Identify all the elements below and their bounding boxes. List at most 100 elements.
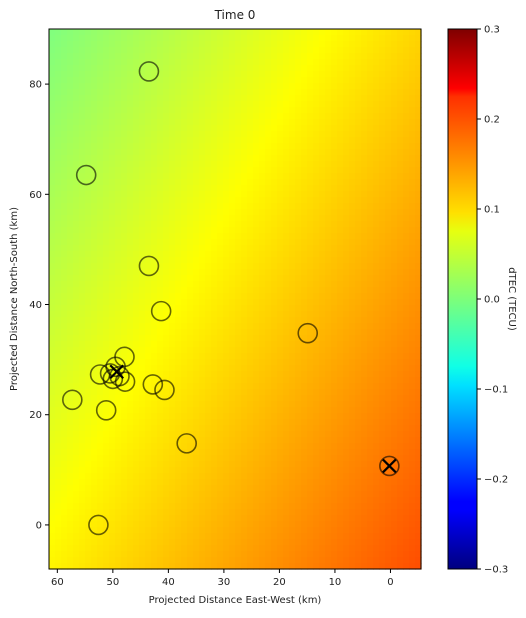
heat-cell (373, 497, 380, 504)
heat-cell (133, 35, 140, 42)
heat-cell (193, 161, 200, 168)
heat-cell (157, 101, 164, 108)
heat-cell (313, 191, 320, 198)
heat-cell (193, 227, 200, 234)
heat-cell (235, 149, 242, 156)
heat-cell (361, 371, 368, 378)
heat-cell (331, 293, 338, 300)
heat-cell (73, 275, 80, 282)
heat-cell (247, 281, 254, 288)
heat-cell (67, 77, 74, 84)
heat-cell (313, 119, 320, 126)
heat-cell (223, 425, 230, 432)
heat-cell (235, 251, 242, 258)
heat-cell (85, 251, 92, 258)
heat-cell (349, 371, 356, 378)
heat-cell (91, 443, 98, 450)
heat-cell (301, 197, 308, 204)
heat-cell (295, 281, 302, 288)
heat-cell (205, 245, 212, 252)
heat-cell (109, 317, 116, 324)
heat-cell (127, 503, 134, 510)
heat-cell (151, 131, 158, 138)
heat-cell (205, 401, 212, 408)
heat-cell (391, 413, 398, 420)
heat-cell (205, 383, 212, 390)
heat-cell (91, 383, 98, 390)
heat-cell (175, 35, 182, 42)
heat-cell (385, 419, 392, 426)
heat-cell (55, 185, 62, 192)
heat-cell (301, 491, 308, 498)
heat-cell (115, 293, 122, 300)
heat-cell (259, 101, 266, 108)
heat-cell (133, 437, 140, 444)
heat-cell (361, 287, 368, 294)
heat-cell (403, 149, 410, 156)
heat-cell (223, 251, 230, 258)
heat-cell (289, 35, 296, 42)
heat-cell (385, 311, 392, 318)
heat-cell (235, 83, 242, 90)
heat-cell (337, 53, 344, 60)
heat-cell (229, 461, 236, 468)
heat-cell (79, 101, 86, 108)
heat-cell (49, 245, 56, 252)
heat-cell (115, 191, 122, 198)
heat-cell (193, 29, 200, 36)
heat-cell (307, 479, 314, 486)
heat-cell (319, 77, 326, 84)
heat-cell (79, 71, 86, 78)
heat-cell (301, 209, 308, 216)
heat-cell (409, 371, 416, 378)
heat-cell (73, 203, 80, 210)
heat-cell (133, 155, 140, 162)
heat-cell (415, 143, 422, 150)
heat-cell (271, 251, 278, 258)
heat-cell (49, 149, 56, 156)
heat-cell (193, 155, 200, 162)
heat-cell (265, 245, 272, 252)
heat-cell (175, 419, 182, 426)
heat-cell (151, 341, 158, 348)
heat-cell (253, 341, 260, 348)
heat-cell (289, 143, 296, 150)
heat-cell (247, 35, 254, 42)
heat-cell (151, 113, 158, 120)
heat-cell (313, 107, 320, 114)
heat-cell (415, 155, 422, 162)
heat-cell (349, 35, 356, 42)
heat-cell (103, 335, 110, 342)
heat-cell (67, 191, 74, 198)
heat-cell (373, 269, 380, 276)
heat-cell (277, 155, 284, 162)
heat-cell (241, 455, 248, 462)
heat-cell (163, 419, 170, 426)
heat-cell (91, 125, 98, 132)
heat-cell (373, 95, 380, 102)
heat-cell (253, 47, 260, 54)
heat-cell (253, 473, 260, 480)
heat-cell (391, 257, 398, 264)
heat-cell (157, 119, 164, 126)
heat-cell (169, 443, 176, 450)
heat-cell (349, 113, 356, 120)
heat-cell (295, 251, 302, 258)
heat-cell (241, 245, 248, 252)
heat-cell (283, 131, 290, 138)
heat-cell (109, 491, 116, 498)
heat-cell (361, 443, 368, 450)
heat-cell (61, 425, 68, 432)
heat-cell (169, 473, 176, 480)
heat-cell (145, 275, 152, 282)
heat-cell (217, 461, 224, 468)
heat-cell (67, 281, 74, 288)
heat-cell (187, 215, 194, 222)
heat-cell (313, 299, 320, 306)
heat-cell (49, 323, 56, 330)
heat-cell (301, 311, 308, 318)
heat-cell (181, 239, 188, 246)
heat-cell (325, 407, 332, 414)
heat-cell (271, 173, 278, 180)
heat-cell (415, 125, 422, 132)
